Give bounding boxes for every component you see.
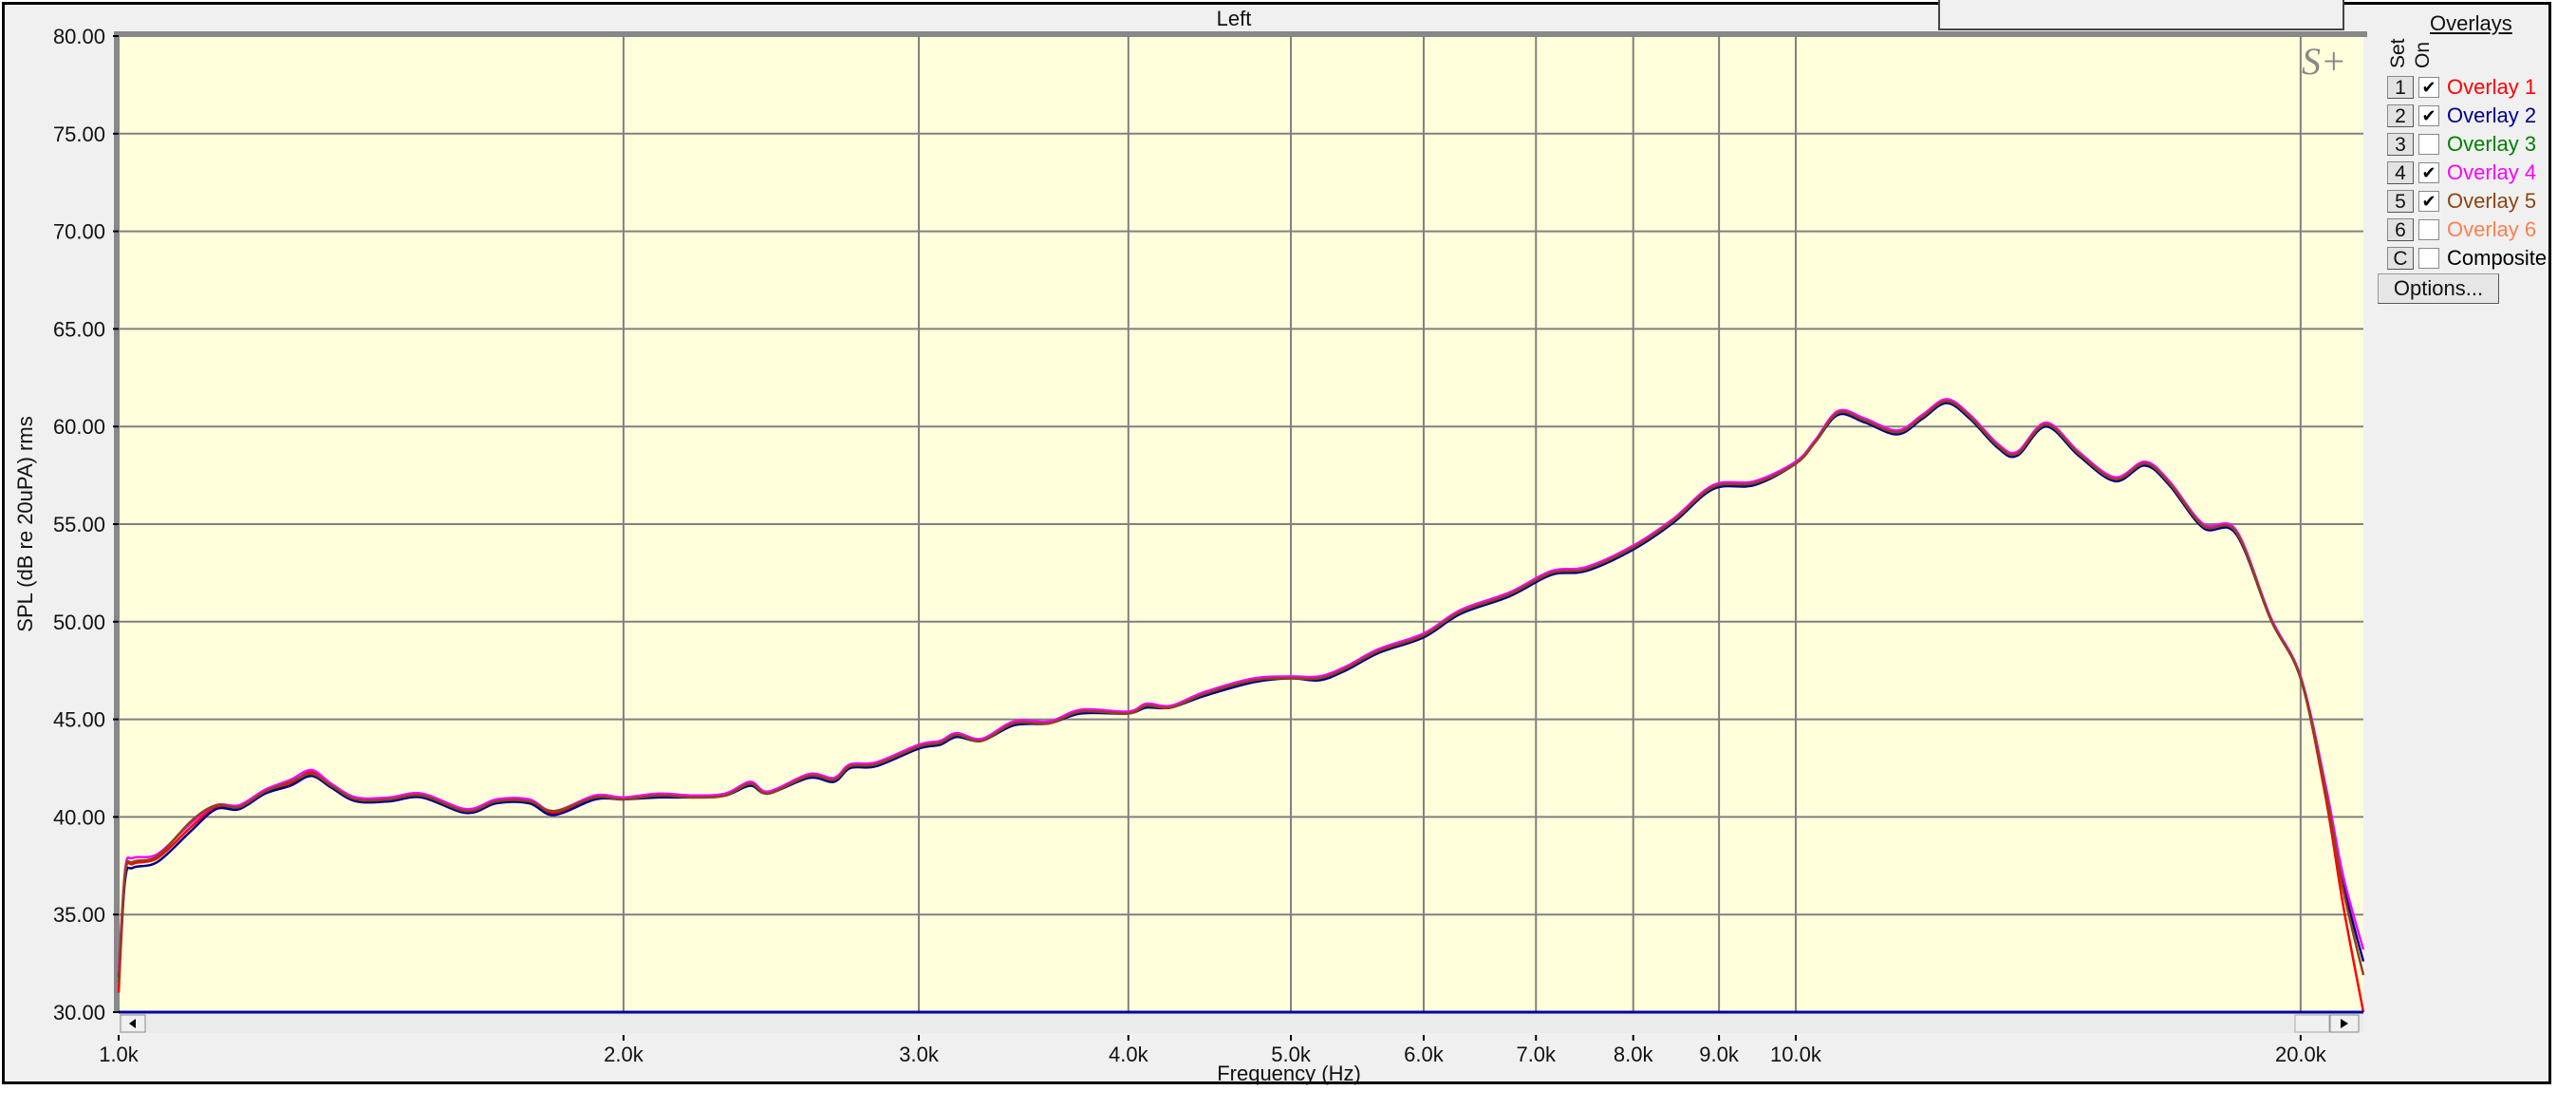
overlay-checkbox[interactable]: ✔ <box>2418 191 2439 212</box>
watermark-logo: S+ <box>2302 40 2346 83</box>
overlay-checkbox[interactable]: ✔ <box>2418 105 2439 126</box>
scroll-right-icon <box>2341 1019 2348 1028</box>
y-tick-label: 70.00 <box>53 220 105 244</box>
overlay-checkbox[interactable]: ✔ <box>2418 162 2439 183</box>
y-tick-label: 80.00 <box>53 25 105 48</box>
overlay-row: C Composite <box>2387 245 2547 272</box>
set-button[interactable]: C <box>2387 247 2414 270</box>
check-icon: ✔ <box>2421 78 2436 97</box>
x-tick-label: 20.0k <box>2275 1043 2327 1066</box>
overlay-label: Overlay 4 <box>2447 160 2537 184</box>
overlays-title: Overlays <box>2430 11 2512 35</box>
x-tick-label: 3.0k <box>899 1043 940 1066</box>
y-tick-label: 65.00 <box>53 317 105 341</box>
overlay-row: 3 Overlay 3 <box>2387 131 2536 158</box>
set-button[interactable]: 4 <box>2387 161 2414 184</box>
set-button[interactable]: 2 <box>2387 104 2414 127</box>
y-tick-label: 50.00 <box>53 611 105 634</box>
x-tick-label: 1.0k <box>99 1043 140 1066</box>
chart-title: Left <box>1217 7 1252 30</box>
y-tick-label: 40.00 <box>53 805 105 829</box>
overlay-row: 1 ✔ Overlay 1 <box>2387 74 2536 101</box>
on-header: On <box>2412 41 2434 68</box>
overlay-checkbox[interactable] <box>2418 219 2439 240</box>
y-tick-label: 60.00 <box>53 415 105 439</box>
x-tick-label: 8.0k <box>1614 1043 1654 1066</box>
overlay-label: Overlay 3 <box>2447 132 2537 156</box>
check-icon: ✔ <box>2421 106 2436 125</box>
check-icon: ✔ <box>2421 192 2436 211</box>
x-tick-label: 9.0k <box>1699 1043 1740 1066</box>
y-tick-label: 30.00 <box>53 1001 105 1024</box>
check-icon: ✔ <box>2421 163 2436 182</box>
overlay-label: Overlay 6 <box>2447 217 2537 241</box>
set-header: Set <box>2387 38 2409 68</box>
x-tick-label: 6.0k <box>1404 1043 1445 1066</box>
overlay-checkbox[interactable] <box>2418 248 2439 269</box>
x-axis-label: Frequency (Hz) <box>1217 1062 1361 1085</box>
y-tick-label: 55.00 <box>53 513 105 536</box>
overlay-checkbox[interactable]: ✔ <box>2418 77 2439 98</box>
scroll-left-icon <box>129 1019 136 1028</box>
y-tick-label: 45.00 <box>53 708 105 732</box>
set-button[interactable]: 5 <box>2387 190 2414 213</box>
scroll-thumb[interactable] <box>2294 1014 2330 1033</box>
x-tick-label: 10.0k <box>1770 1043 1822 1066</box>
x-tick-label: 2.0k <box>604 1043 644 1066</box>
y-tick-label: 35.00 <box>53 903 105 927</box>
overlay-row: 5 ✔ Overlay 5 <box>2387 188 2536 215</box>
overlay-row: 4 ✔ Overlay 4 <box>2387 160 2536 186</box>
plot-frame <box>114 31 2367 1012</box>
options-button[interactable]: Options... <box>2378 273 2499 304</box>
set-button[interactable]: 1 <box>2387 76 2414 99</box>
horizontal-scrollbar[interactable] <box>119 1014 2363 1033</box>
y-axis-label: SPL (dB re 20uPA) rms <box>13 416 37 631</box>
top-control-box <box>1938 0 2344 30</box>
overlay-row: 2 ✔ Overlay 2 <box>2387 103 2536 129</box>
overlay-label: Overlay 2 <box>2447 103 2537 127</box>
x-tick-label: 7.0k <box>1516 1043 1557 1066</box>
x-tick-label: 5.0k <box>1271 1043 1312 1066</box>
set-button[interactable]: 3 <box>2387 133 2414 156</box>
overlay-label: Overlay 5 <box>2447 189 2537 213</box>
series-line-overlay-5 <box>117 400 2365 984</box>
overlay-checkbox[interactable] <box>2418 134 2439 155</box>
overlay-row: 6 Overlay 6 <box>2387 216 2536 243</box>
y-tick-label: 75.00 <box>53 122 105 146</box>
set-button[interactable]: 6 <box>2387 218 2414 241</box>
overlay-label: Composite <box>2447 246 2548 270</box>
overlay-label: Overlay 1 <box>2447 75 2537 99</box>
x-tick-label: 4.0k <box>1109 1043 1149 1066</box>
